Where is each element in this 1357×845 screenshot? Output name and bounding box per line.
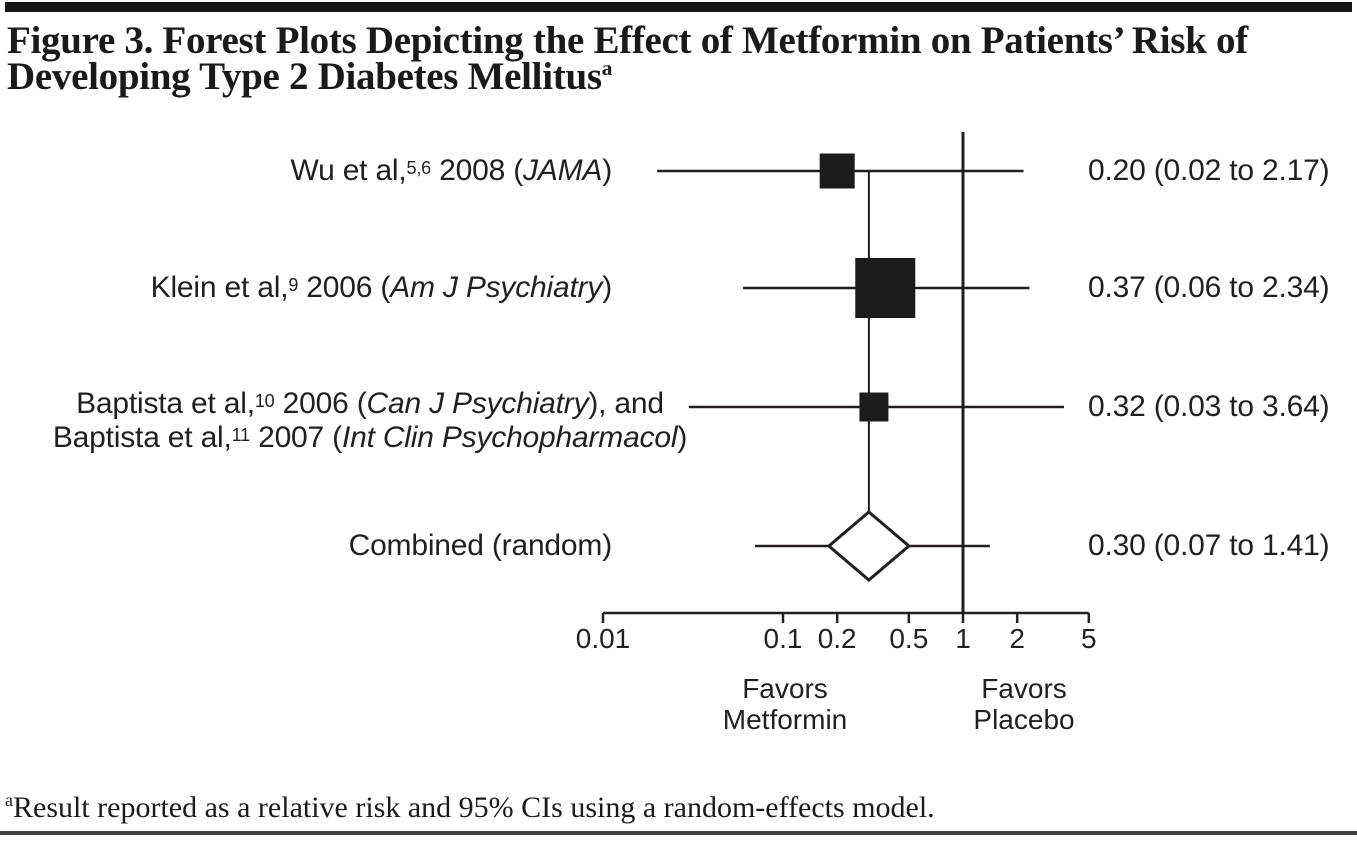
estimate-value-combined: 0.30 (0.07 to 1.41)	[1088, 529, 1330, 562]
study-label-text: Baptista et al,	[76, 387, 255, 420]
axis-tick-label: 2	[1009, 623, 1025, 654]
estimate-square	[819, 153, 855, 189]
footnote-marker: a	[5, 790, 13, 810]
study-label-text: ), and	[588, 387, 664, 420]
favors-placebo-line1: Favors	[981, 673, 1067, 704]
reference-superscript: 11	[231, 425, 251, 445]
axis-tick-label: 5	[1081, 623, 1097, 654]
study-label-text: )	[602, 271, 612, 304]
study-label-baptista-line1: Baptista et al,10 2006 (Can J Psychiatry…	[40, 387, 700, 421]
favors-metformin-line2: Metformin	[722, 704, 848, 735]
figure-title: Figure 3. Forest Plots Depicting the Eff…	[7, 21, 1347, 98]
study-label-text: 2006 (	[298, 271, 391, 304]
reference-superscript: 9	[288, 275, 299, 295]
study-label-text: 2006 (	[274, 387, 367, 420]
study-label-text: Klein et al,	[150, 271, 289, 304]
axis-tick-label: 0.01	[575, 623, 631, 654]
figure-title-line2: Developing Type 2 Diabetes Mellitus	[7, 55, 602, 98]
journal-name: Am J Psychiatry	[390, 271, 603, 304]
reference-superscript: 10	[254, 391, 275, 411]
study-label-text: 2008 (	[430, 154, 523, 187]
estimate-value-baptista: 0.32 (0.03 to 3.64)	[1088, 390, 1330, 423]
estimate-value-wu: 0.20 (0.02 to 2.17)	[1088, 154, 1330, 187]
study-label-wu: Wu et al,5,6 2008 (JAMA)	[291, 156, 613, 186]
study-label-baptista-line2: Baptista et al,11 2007 (Int Clin Psychop…	[40, 421, 700, 455]
axis-tick-label: 0.2	[817, 623, 857, 654]
study-label-text: 2007 (	[249, 421, 342, 454]
figure-title-line1: Figure 3. Forest Plots Depicting the Eff…	[7, 19, 1248, 62]
axis-tick-label: 0.1	[763, 623, 803, 654]
combined-label: Combined (random)	[348, 529, 613, 562]
study-label-text: Baptista et al,	[52, 421, 232, 454]
study-label-baptista: Baptista et al,10 2006 (Can J Psychiatry…	[40, 387, 700, 455]
study-label-text: Wu et al,	[290, 154, 407, 187]
reference-superscript: 5,6	[406, 158, 432, 178]
favors-metformin-label: Favors Metformin	[723, 673, 847, 735]
combined-diamond	[826, 510, 912, 582]
journal-name: JAMA	[522, 154, 603, 187]
favors-placebo-label: Favors Placebo	[973, 673, 1074, 735]
study-label-text: )	[602, 154, 612, 187]
axis-tick-label: 0.5	[889, 623, 929, 654]
top-rule	[5, 2, 1352, 12]
journal-name: Can J Psychiatry	[366, 387, 589, 420]
estimate-square	[855, 258, 916, 318]
study-label-text: )	[677, 421, 688, 454]
estimate-value-klein: 0.37 (0.06 to 2.34)	[1088, 271, 1330, 304]
favors-metformin-line1: Favors	[742, 673, 828, 704]
estimate-square	[859, 392, 889, 422]
figure-title-footnote-marker: a	[601, 56, 613, 80]
axis-tick-label: 1	[955, 623, 971, 654]
footnote-text: Result reported as a relative risk and 9…	[13, 791, 935, 824]
journal-name: Int Clin Psychopharmacol	[341, 421, 678, 454]
bottom-rule	[0, 831, 1357, 835]
study-label-klein: Klein et al,9 2006 (Am J Psychiatry)	[150, 271, 613, 304]
figure-footnote: aResult reported as a relative risk and …	[5, 791, 935, 825]
favors-placebo-line2: Placebo	[973, 704, 1075, 735]
